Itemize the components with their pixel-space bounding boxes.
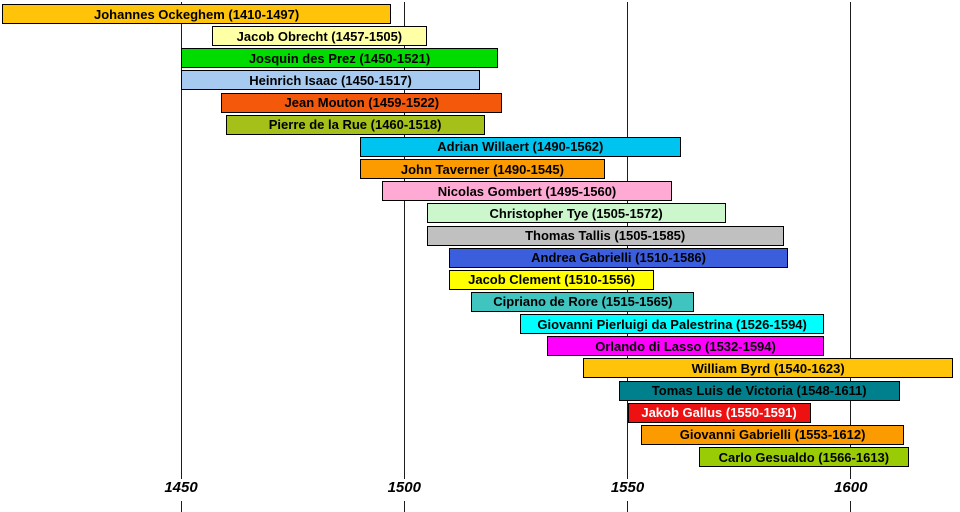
gridline-1500 xyxy=(403,2,405,479)
timeline-bar-john-taverner: John Taverner (1490-1545) xyxy=(359,159,606,180)
timeline-bar-jacob-clement: Jacob Clement (1510-1556) xyxy=(448,269,655,290)
timeline-bar-jean-mouton: Jean Mouton (1459-1522) xyxy=(221,92,503,113)
timeline-bar-cipriano-de-rore: Cipriano de Rore (1515-1565) xyxy=(471,291,695,312)
axis-tick-label-1600: 1600 xyxy=(834,479,868,496)
timeline-bar-andrea-gabrielli: Andrea Gabrielli (1510-1586) xyxy=(448,247,789,268)
timeline-bar-pierre-de-la-rue: Pierre de la Rue (1460-1518) xyxy=(225,114,485,135)
timeline-bar-christopher-tye: Christopher Tye (1505-1572) xyxy=(426,203,726,224)
gridline-1600 xyxy=(850,2,852,479)
timeline-bar-nicolas-gombert: Nicolas Gombert (1495-1560) xyxy=(381,181,673,202)
timeline-bar-johannes-ockeghem: Johannes Ockeghem (1410-1497) xyxy=(2,4,391,24)
timeline-bar-jacob-obrecht: Jacob Obrecht (1457-1505) xyxy=(212,26,427,47)
timeline-bar-josquin-des-prez: Josquin des Prez (1450-1521) xyxy=(181,48,498,69)
timeline-bar-william-byrd: William Byrd (1540-1623) xyxy=(582,358,954,379)
timeline-bar-thomas-tallis: Thomas Tallis (1505-1585) xyxy=(426,225,784,246)
axis-tick-label-1550: 1550 xyxy=(610,479,645,496)
timeline-bar-orlando-di-lasso: Orlando di Lasso (1532-1594) xyxy=(547,336,824,357)
timeline-bar-jakob-gallus: Jakob Gallus (1550-1591) xyxy=(627,402,811,423)
axis-tick-label-1500: 1500 xyxy=(387,479,421,496)
timeline-bar-tomas-luis-de-victoria: Tomas Luis de Victoria (1548-1611) xyxy=(618,380,900,401)
timeline-bar-carlo-gesualdo: Carlo Gesualdo (1566-1613) xyxy=(698,447,909,467)
timeline-bar-heinrich-isaac: Heinrich Isaac (1450-1517) xyxy=(181,70,481,91)
axis-tick-label-1450: 1450 xyxy=(164,479,198,496)
axis-tick-mark-1450 xyxy=(180,501,182,512)
axis-tick-mark-1500 xyxy=(403,501,405,512)
axis-tick-mark-1600 xyxy=(850,501,852,512)
timeline-bar-giovanni-pierluigi-da-palestrina: Giovanni Pierluigi da Palestrina (1526-1… xyxy=(520,314,824,335)
timeline-bar-giovanni-gabrielli: Giovanni Gabrielli (1553-1612) xyxy=(640,424,905,445)
gridline-1450 xyxy=(180,2,182,479)
axis-tick-mark-1550 xyxy=(627,501,628,512)
timeline-bar-adrian-willaert: Adrian Willaert (1490-1562) xyxy=(359,136,682,157)
